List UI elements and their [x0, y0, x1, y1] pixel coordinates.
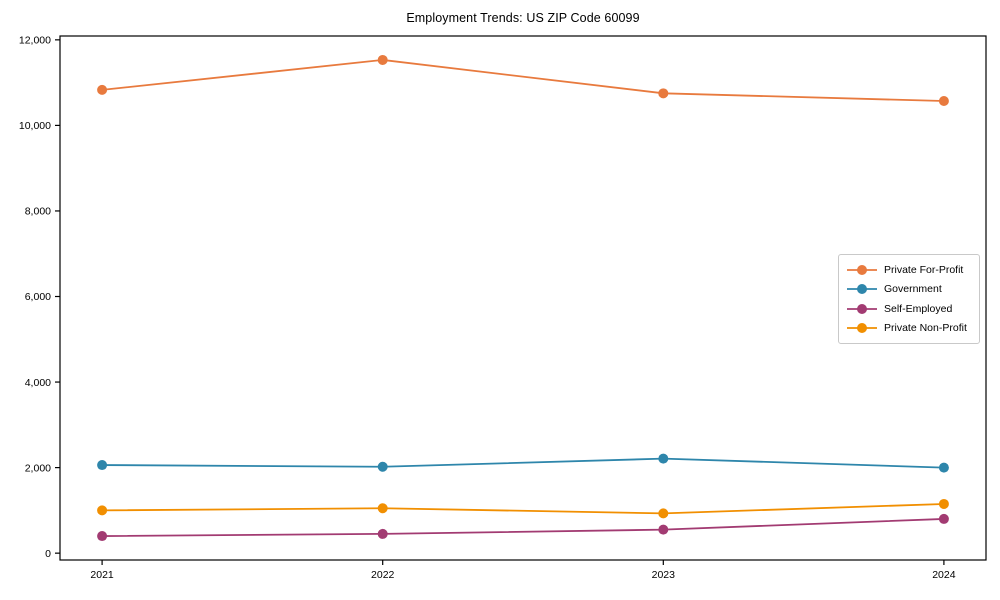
x-tick-label: 2022: [371, 569, 395, 581]
plot-area-border: [59, 35, 987, 561]
x-tick-label: 2024: [932, 569, 956, 581]
data-point-private-for-profit: [658, 88, 669, 99]
x-tick-label: 2023: [652, 569, 676, 581]
legend: Private For-Profit Government Self-Employe…: [838, 254, 980, 344]
legend-label: Government: [884, 283, 942, 296]
y-tick-label: 0: [45, 548, 51, 560]
legend-item-private-non-profit: Private Non-Profit: [847, 319, 971, 339]
y-tick-label: 12,000: [19, 35, 51, 47]
data-point-government: [658, 453, 669, 464]
data-point-private-non-profit: [97, 505, 108, 516]
data-point-private-non-profit: [377, 503, 388, 514]
legend-label: Private For-Profit: [884, 263, 964, 276]
legend-line-marker-icon: [847, 323, 877, 334]
y-tick-label: 10,000: [19, 120, 51, 132]
data-point-government: [97, 460, 108, 471]
series-line-private-non-profit: [101, 503, 945, 515]
legend-line-marker-icon: [847, 303, 877, 314]
chart-title: Employment Trends: US ZIP Code 60099: [406, 11, 640, 25]
data-point-self-employed: [97, 531, 108, 542]
legend-item-private-for-profit: Private For-Profit: [847, 260, 971, 280]
legend-item-self-employed: Self-Employed: [847, 299, 971, 319]
legend-label: Self-Employed: [884, 302, 953, 315]
data-point-self-employed: [658, 524, 669, 535]
data-point-private-non-profit: [658, 508, 669, 519]
x-tick-label: 2021: [90, 569, 114, 581]
series-line-private-for-profit: [101, 59, 945, 102]
y-tick-label: 8,000: [25, 206, 51, 218]
data-point-self-employed: [938, 513, 949, 524]
y-tick-label: 2,000: [25, 462, 51, 474]
data-point-private-for-profit: [377, 54, 388, 65]
legend-item-government: Government: [847, 280, 971, 300]
legend-line-marker-icon: [847, 284, 877, 295]
legend-label: Private Non-Profit: [884, 322, 967, 335]
series-line-self-employed: [101, 518, 945, 537]
series-line-government: [101, 457, 945, 469]
legend-line-marker-icon: [847, 264, 877, 275]
data-point-government: [938, 462, 949, 473]
data-point-self-employed: [377, 528, 388, 539]
y-tick-label: 6,000: [25, 291, 51, 303]
y-tick-label: 4,000: [25, 377, 51, 389]
data-point-private-for-profit: [938, 96, 949, 107]
data-point-government: [377, 461, 388, 472]
data-point-private-non-profit: [938, 498, 949, 509]
data-point-private-for-profit: [97, 84, 108, 95]
